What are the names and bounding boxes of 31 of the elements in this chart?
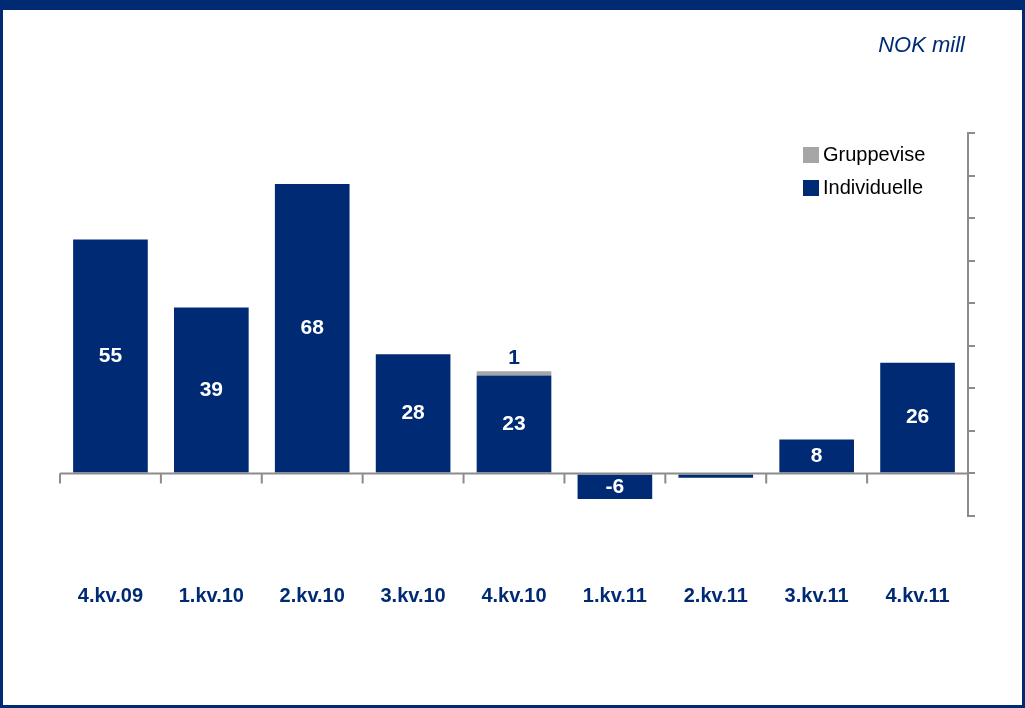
data-label: 39 xyxy=(199,376,224,400)
x-tick-label: 4.kv.09 xyxy=(77,583,144,606)
data-label: 1 xyxy=(508,345,521,369)
x-tick-label: 3.kv.10 xyxy=(380,583,446,606)
x-tick-label: 2.kv.10 xyxy=(279,583,345,606)
data-label: 68 xyxy=(300,315,325,339)
data-label: 23 xyxy=(502,410,526,434)
bar xyxy=(577,474,653,499)
legend-label: Individuelle xyxy=(823,176,924,199)
data-label: 26 xyxy=(905,404,930,428)
bar xyxy=(779,439,854,473)
x-tick-label: 2.kv.11 xyxy=(683,583,748,606)
bar xyxy=(880,362,955,473)
data-label: 28 xyxy=(401,400,426,424)
data-label: 55 xyxy=(98,342,123,366)
legend-label: Gruppevise xyxy=(823,143,926,166)
bar xyxy=(476,371,552,376)
bar xyxy=(274,184,350,473)
x-tick-label: 4.kv.10 xyxy=(481,583,547,606)
data-label: -6 xyxy=(605,473,625,497)
bar xyxy=(73,239,148,473)
x-tick-label: 1.kv.11 xyxy=(582,583,647,606)
chart-subtitle: NOK mill xyxy=(878,32,965,58)
bar xyxy=(476,375,552,473)
x-tick-label: 3.kv.11 xyxy=(784,583,849,606)
bar xyxy=(375,354,451,473)
bar xyxy=(174,307,249,473)
x-tick-label: 4.kv.11 xyxy=(885,583,950,606)
x-tick-label: 1.kv.10 xyxy=(178,583,244,606)
bar xyxy=(678,474,754,478)
data-label: 8 xyxy=(810,442,823,466)
